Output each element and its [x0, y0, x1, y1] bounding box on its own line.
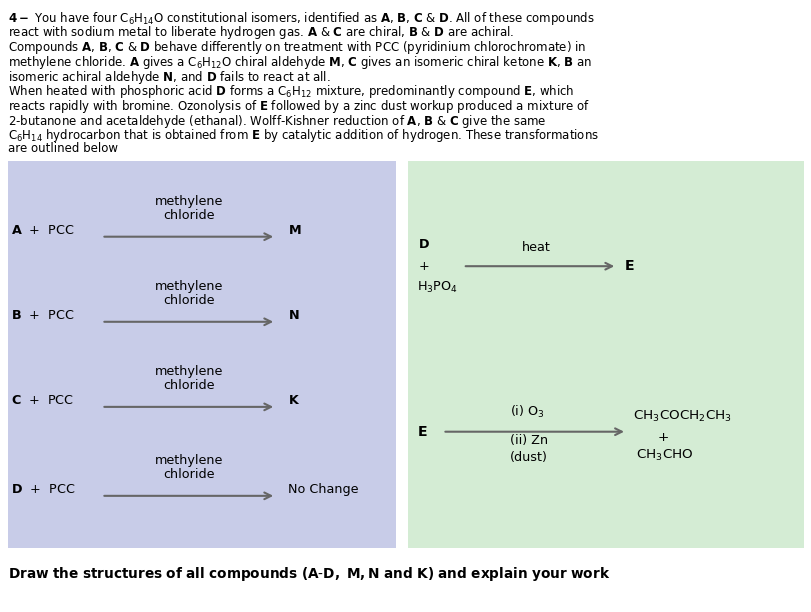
- Text: +: +: [418, 259, 428, 273]
- Text: methylene: methylene: [154, 280, 223, 293]
- Text: $\mathbf{D}$  +  PCC: $\mathbf{D}$ + PCC: [11, 483, 75, 496]
- Text: $\mathbf{B}$  +  PCC: $\mathbf{B}$ + PCC: [11, 309, 74, 322]
- Text: methylene: methylene: [154, 365, 223, 378]
- Text: react with sodium metal to liberate hydrogen gas. $\mathbf{A}$ & $\mathbf{C}$ ar: react with sodium metal to liberate hydr…: [8, 24, 514, 42]
- Text: +: +: [657, 431, 668, 444]
- Text: $\mathbf{A}$  +  PCC: $\mathbf{A}$ + PCC: [11, 224, 74, 237]
- Text: H$_3$PO$_4$: H$_3$PO$_4$: [416, 280, 457, 295]
- Text: methylene chloride. $\mathbf{A}$ gives a C$_6$H$_{12}$O chiral aldehyde $\mathbf: methylene chloride. $\mathbf{A}$ gives a…: [8, 54, 591, 71]
- Text: chloride: chloride: [163, 468, 214, 481]
- Text: 2-butanone and acetaldehyde (ethanal). Wolff-Kishner reduction of $\mathbf{A}$, : 2-butanone and acetaldehyde (ethanal). W…: [8, 113, 546, 130]
- Text: $\mathbf{E}$: $\mathbf{E}$: [416, 425, 427, 439]
- Text: $\mathbf{D}$: $\mathbf{D}$: [418, 238, 430, 252]
- Text: (ii) Zn: (ii) Zn: [509, 435, 547, 447]
- Text: $\mathbf{K}$: $\mathbf{K}$: [288, 394, 300, 407]
- Text: methylene: methylene: [154, 455, 223, 468]
- Text: methylene: methylene: [154, 195, 223, 208]
- Text: (dust): (dust): [509, 451, 547, 464]
- Text: chloride: chloride: [163, 209, 214, 222]
- Text: (i) O$_3$: (i) O$_3$: [509, 404, 544, 420]
- Text: chloride: chloride: [163, 379, 214, 392]
- Text: $\mathbf{4-}$ You have four C$_6$H$_{14}$O constitutional isomers, identified as: $\mathbf{4-}$ You have four C$_6$H$_{14}…: [8, 10, 594, 27]
- Text: $\mathbf{C}$  +  PCC: $\mathbf{C}$ + PCC: [11, 394, 74, 407]
- Text: No Change: No Change: [288, 483, 358, 496]
- Text: CH$_3$COCH$_2$CH$_3$: CH$_3$COCH$_2$CH$_3$: [633, 409, 732, 424]
- Text: $\mathbf{Draw\ the\ structures\ of\ all\ compounds\ (A\text{-}D,\ M,N\ and\ K)\ : $\mathbf{Draw\ the\ structures\ of\ all\…: [8, 565, 610, 583]
- Text: heat: heat: [521, 241, 550, 255]
- Text: isomeric achiral aldehyde $\mathbf{N}$, and $\mathbf{D}$ fails to react at all.: isomeric achiral aldehyde $\mathbf{N}$, …: [8, 69, 330, 86]
- Text: chloride: chloride: [163, 294, 214, 307]
- Text: are outlined below: are outlined below: [8, 142, 118, 155]
- Text: C$_6$H$_{14}$ hydrocarbon that is obtained from $\mathbf{E}$ by catalytic additi: C$_6$H$_{14}$ hydrocarbon that is obtain…: [8, 127, 599, 144]
- Text: Compounds $\mathbf{A}$, $\mathbf{B}$, $\mathbf{C}$ & $\mathbf{D}$ behave differe: Compounds $\mathbf{A}$, $\mathbf{B}$, $\…: [8, 39, 586, 56]
- Text: When heated with phosphoric acid $\mathbf{D}$ forms a C$_6$H$_{12}$ mixture, pre: When heated with phosphoric acid $\mathb…: [8, 83, 574, 100]
- Text: $\mathbf{E}$: $\mathbf{E}$: [623, 259, 633, 273]
- Text: CH$_3$CHO: CH$_3$CHO: [635, 447, 693, 463]
- Text: $\mathbf{N}$: $\mathbf{N}$: [288, 309, 299, 322]
- Text: reacts rapidly with bromine. Ozonolysis of $\mathbf{E}$ followed by a zinc dust : reacts rapidly with bromine. Ozonolysis …: [8, 98, 590, 115]
- Text: $\mathbf{M}$: $\mathbf{M}$: [288, 224, 302, 237]
